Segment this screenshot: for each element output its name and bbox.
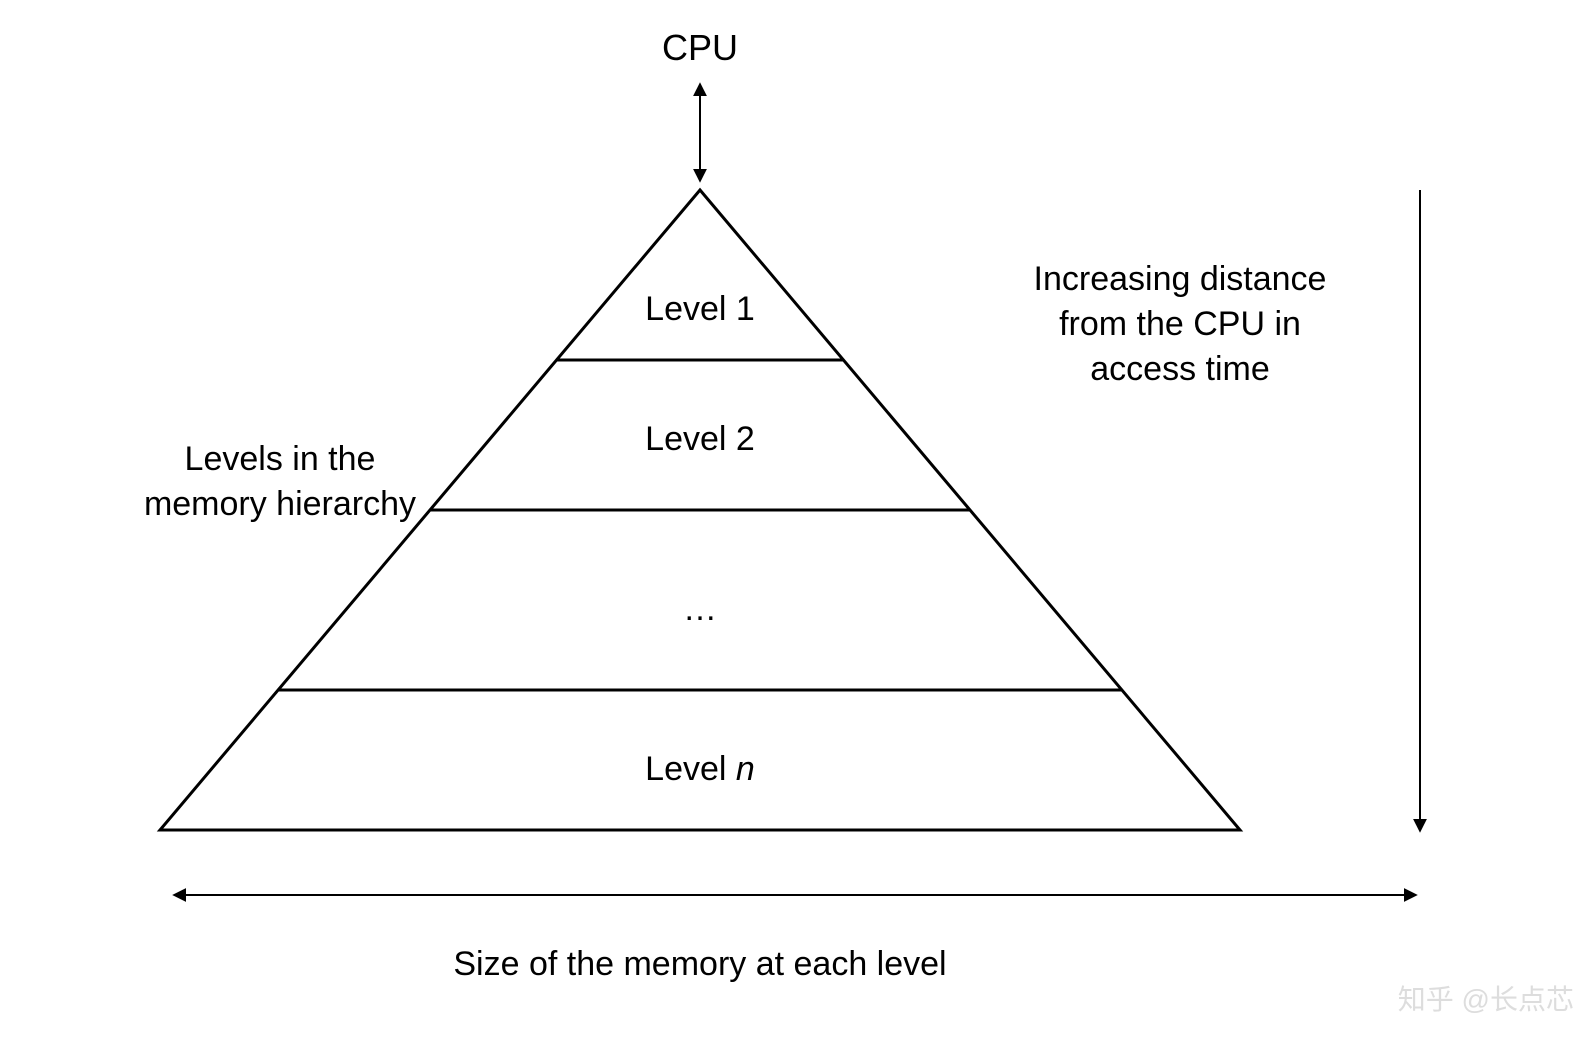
right-annotation-line3: access time [1090, 350, 1270, 388]
right-annotation-line2: from the CPU in [1059, 305, 1301, 343]
bottom-annotation: Size of the memory at each level [453, 945, 946, 983]
left-annotation-line2: memory hierarchy [144, 485, 416, 523]
left-annotation-line1: Levels in the [185, 440, 376, 478]
pyramid-level-label-4: Level n [645, 750, 755, 788]
pyramid-level-label-3: … [683, 590, 717, 628]
cpu-label: CPU [662, 27, 738, 68]
right-annotation-line1: Increasing distance [1034, 260, 1327, 298]
memory-hierarchy-diagram: Level 1 Level 2 … Level n CPU Levels in the me… [0, 0, 1594, 1038]
pyramid-level-label-1: Level 1 [645, 290, 755, 328]
pyramid-level-label-2: Level 2 [645, 420, 755, 458]
